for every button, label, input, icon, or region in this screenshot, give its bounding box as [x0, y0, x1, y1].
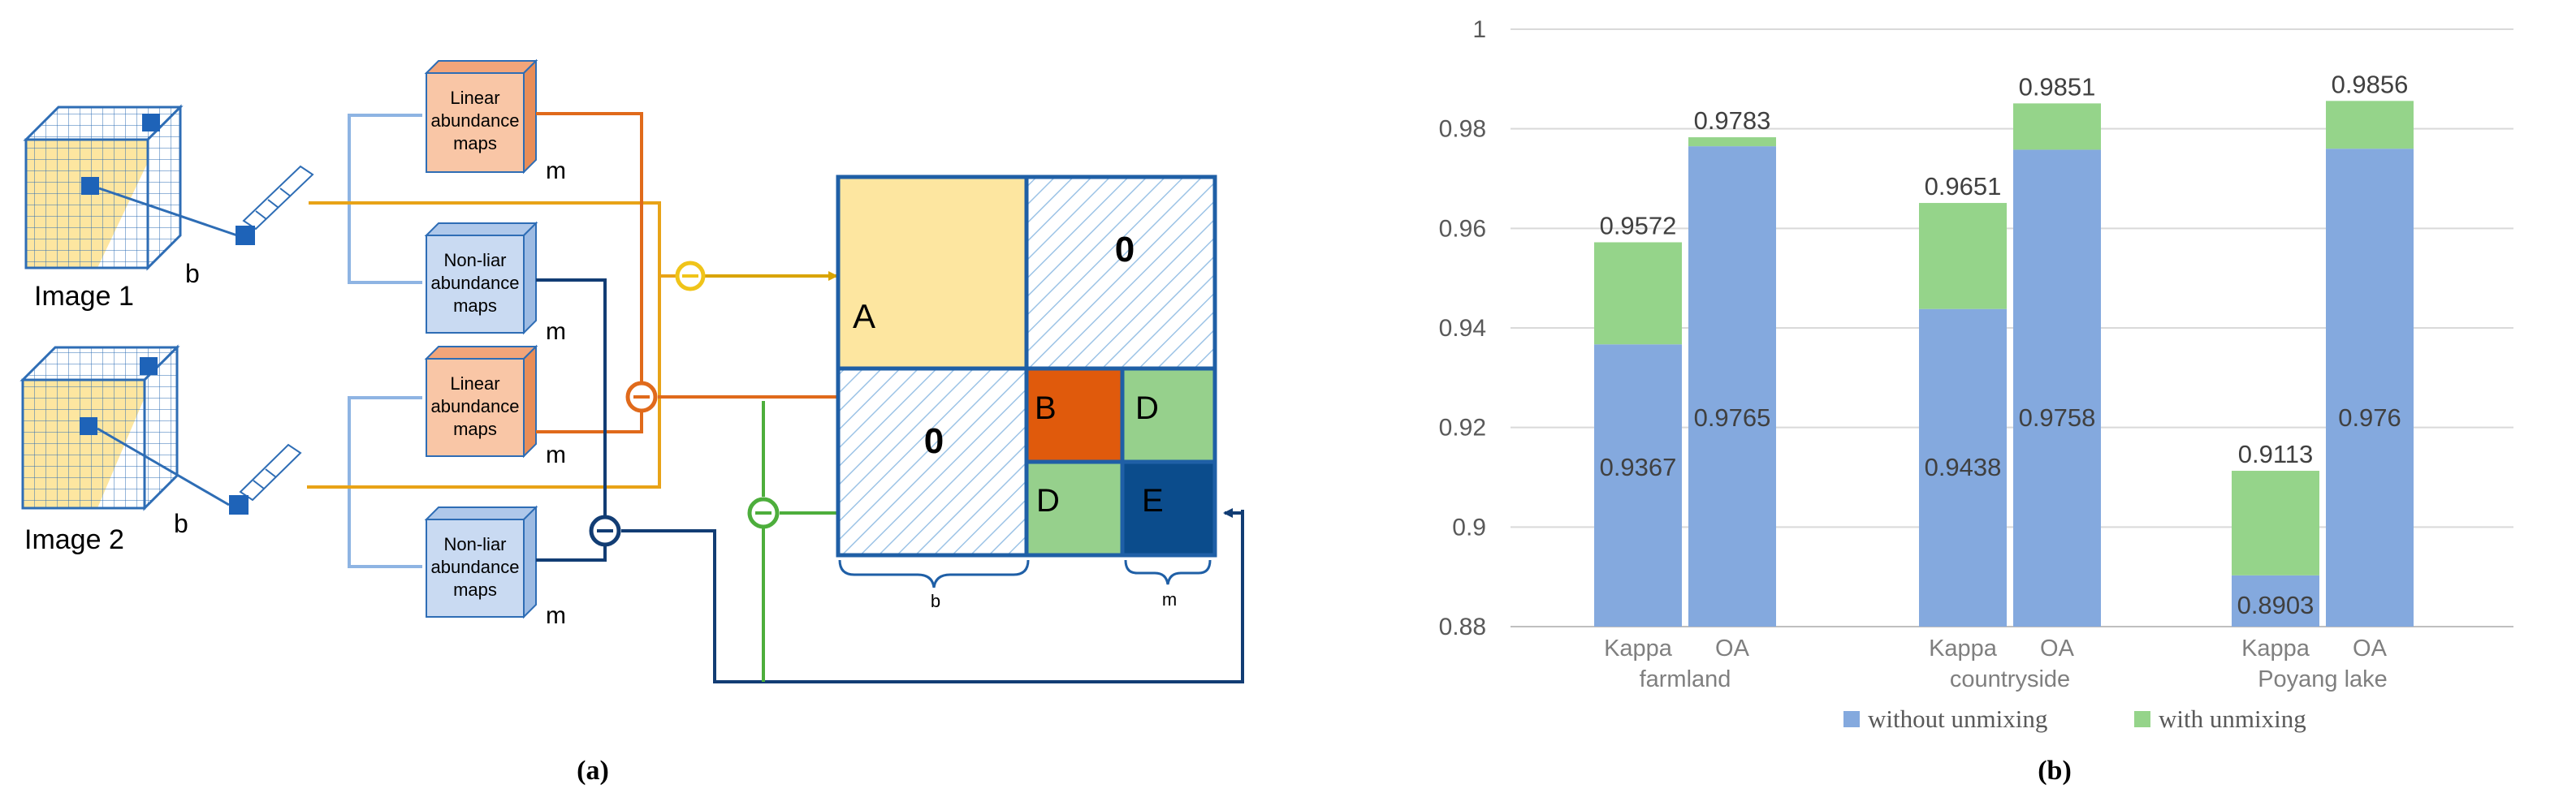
- x-bar-label: OA: [2353, 636, 2388, 662]
- x-group-label: Poyang lake: [2258, 666, 2388, 692]
- y-tick-labels: 0.88 0.9 0.92 0.94 0.96 0.98 1: [1439, 16, 1486, 640]
- y-tick-label: 0.94: [1439, 315, 1486, 342]
- bar-without-unmixing: [1594, 344, 1682, 627]
- pixel-vector-1: [98, 165, 314, 245]
- linear-line1: Linear: [450, 88, 499, 108]
- x-bar-label: Kappa: [1929, 636, 1998, 662]
- bar-labels: 0.9572 0.9367 0.9783 0.9765 0.9651 0.9438 0.98…: [1600, 70, 2409, 619]
- data-label-without-unmixing: 0.8903: [2237, 591, 2315, 619]
- linear2-line1: Linear: [450, 373, 499, 394]
- branch-lines: [348, 114, 422, 568]
- image2-cube: [19, 344, 180, 511]
- y-tick-label: 0.9: [1452, 514, 1486, 541]
- x-group-label: farmland: [1640, 666, 1731, 692]
- data-label-without-unmixing: 0.9367: [1600, 453, 1677, 481]
- brace-b-label: b: [931, 591, 940, 611]
- brace-b: [838, 559, 1030, 588]
- nonlinear-line1: Non-liar: [443, 250, 506, 270]
- block-d-label-1: D: [1135, 390, 1159, 426]
- linear-line2: abundance: [431, 110, 520, 131]
- y-tick-label: 0.98: [1439, 116, 1486, 143]
- bar-with-unmixing: [2013, 103, 2101, 150]
- nonlinear-line2: abundance: [431, 273, 520, 293]
- legend-swatch: [2134, 711, 2150, 727]
- x-bar-label: OA: [1715, 636, 1750, 662]
- panel-b-label: (b): [2038, 756, 2072, 786]
- data-label-with-unmixing: 0.9856: [2332, 70, 2409, 98]
- data-label-without-unmixing: 0.9758: [2019, 403, 2096, 432]
- block-d-label-2: D: [1036, 483, 1060, 519]
- bar-without-unmixing: [2232, 575, 2319, 627]
- x-labels: Kappa OA farmland Kappa OA countryside Kappa OA…: [1604, 636, 2388, 692]
- difference-matrix: A 0 0 B D D E: [836, 175, 1217, 558]
- navy-path: [536, 278, 1244, 683]
- legend-label: with unmixing: [2159, 705, 2306, 733]
- nonlinear-line3: maps: [453, 295, 497, 316]
- m-label-2: m: [546, 318, 566, 345]
- x-bar-label: Kappa: [2241, 636, 2310, 662]
- nonlinear2-line2: abundance: [431, 557, 520, 577]
- linear-abundance-box-2: Linear abundance maps: [424, 344, 538, 459]
- y-tick-label: 1: [1472, 16, 1486, 43]
- linear-line3: maps: [453, 133, 497, 153]
- bar-with-unmixing: [1688, 137, 1776, 147]
- image1-label: Image 1: [34, 281, 134, 312]
- brace-m-label: m: [1162, 589, 1177, 610]
- panel-a: Image 1 b Image 2 b: [19, 58, 1244, 786]
- data-label-with-unmixing: 0.9651: [1925, 172, 2002, 200]
- block-zero-top: 0: [1115, 230, 1135, 269]
- data-label-with-unmixing: 0.9851: [2019, 72, 2096, 101]
- bar-with-unmixing: [2232, 471, 2319, 575]
- data-label-with-unmixing: 0.9113: [2238, 440, 2314, 468]
- legend-swatch: [1843, 711, 1860, 727]
- bar-with-unmixing: [1919, 203, 2007, 309]
- b-label-1: b: [185, 259, 200, 288]
- x-bar-label: Kappa: [1604, 636, 1673, 662]
- brace-m: [1124, 559, 1212, 585]
- nonlinear-abundance-box-2: Non-liar abundance maps: [424, 505, 538, 619]
- b-label-2: b: [174, 509, 188, 538]
- bar-without-unmixing: [1688, 146, 1776, 627]
- m-label-3: m: [546, 442, 566, 468]
- panel-a-label: (a): [577, 756, 609, 786]
- data-label-with-unmixing: 0.9572: [1600, 212, 1677, 240]
- image2-label: Image 2: [24, 524, 124, 555]
- bar-without-unmixing: [1919, 308, 2007, 627]
- linear2-line2: abundance: [431, 396, 520, 416]
- block-e-label: E: [1142, 483, 1164, 519]
- m-label-4: m: [546, 602, 566, 629]
- y-tick-label: 0.92: [1439, 415, 1486, 442]
- data-label-without-unmixing: 0.976: [2338, 403, 2401, 432]
- linear-abundance-box-1: Linear abundance maps: [424, 58, 538, 175]
- data-label-without-unmixing: 0.9438: [1925, 453, 2002, 481]
- stacked-bar-chart: 0.880.90.920.940.960.981 0.95720.93670.9…: [1439, 16, 2513, 733]
- data-label-with-unmixing: 0.9783: [1694, 106, 1771, 135]
- block-a-label: A: [853, 297, 875, 335]
- bar-without-unmixing: [2326, 149, 2414, 627]
- pixel-vector-2: [97, 427, 302, 515]
- x-bar-label: OA: [2040, 636, 2075, 662]
- legend: without unmixing with unmixing: [1843, 705, 2306, 733]
- data-label-without-unmixing: 0.9765: [1694, 403, 1771, 432]
- block-b-label: B: [1035, 390, 1057, 426]
- x-group-label: countryside: [1950, 666, 2070, 692]
- legend-label: without unmixing: [1868, 705, 2047, 733]
- bar-with-unmixing: [2326, 101, 2414, 149]
- bar-without-unmixing: [2013, 149, 2101, 627]
- y-tick-label: 0.88: [1439, 614, 1486, 640]
- nonlinear2-line1: Non-liar: [443, 534, 506, 554]
- image1-cube: [23, 104, 184, 271]
- block-zero-bottom: 0: [924, 421, 944, 461]
- linear2-line3: maps: [453, 419, 497, 439]
- bars: [1594, 101, 2414, 627]
- y-tick-label: 0.96: [1439, 215, 1486, 242]
- bar-with-unmixing: [1594, 242, 1682, 345]
- m-label-1: m: [546, 157, 566, 184]
- nonlinear-abundance-box-1: Non-liar abundance maps: [424, 221, 538, 335]
- nonlinear2-line3: maps: [453, 580, 497, 600]
- yellow-path: [307, 201, 838, 489]
